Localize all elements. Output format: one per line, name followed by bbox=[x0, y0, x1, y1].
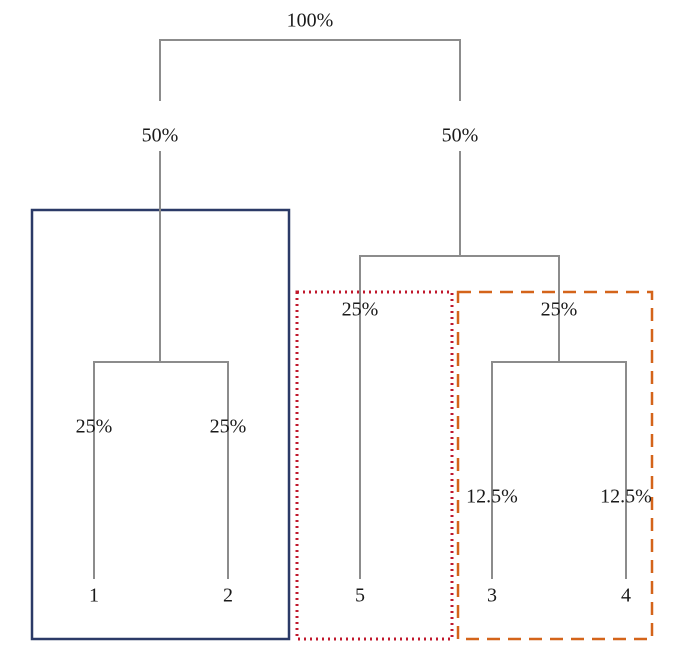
leaf-3-weight-label: 12.5% bbox=[466, 486, 518, 508]
root-weight-label: 100% bbox=[287, 10, 334, 32]
leaf-1-weight-label: 25% bbox=[76, 416, 113, 438]
leaf-label-1: 1 bbox=[89, 585, 99, 607]
leaf-5-weight-label: 25% bbox=[342, 299, 379, 321]
leaf-label-3: 3 bbox=[487, 585, 497, 607]
left-weight-label: 50% bbox=[142, 125, 179, 147]
leaf-label-4: 4 bbox=[621, 585, 631, 607]
leaf-label-2: 2 bbox=[223, 585, 233, 607]
group-box-3-4 bbox=[456, 290, 654, 641]
tree-edges bbox=[93, 39, 627, 579]
root-connector bbox=[159, 39, 461, 101]
leaf-2-weight-label: 25% bbox=[210, 416, 247, 438]
group-box-5 bbox=[295, 290, 454, 641]
node-3-4-weight-label: 25% bbox=[541, 299, 578, 321]
weight-labels: 100% 50% 50% 25% 25% 25% 25% 12.5% 12.5% bbox=[76, 10, 652, 508]
leaf-4-weight-label: 12.5% bbox=[600, 486, 652, 508]
leaf-labels: 1 2 5 3 4 bbox=[89, 585, 631, 607]
leaf-label-5: 5 bbox=[355, 585, 365, 607]
right-weight-label: 50% bbox=[442, 125, 479, 147]
